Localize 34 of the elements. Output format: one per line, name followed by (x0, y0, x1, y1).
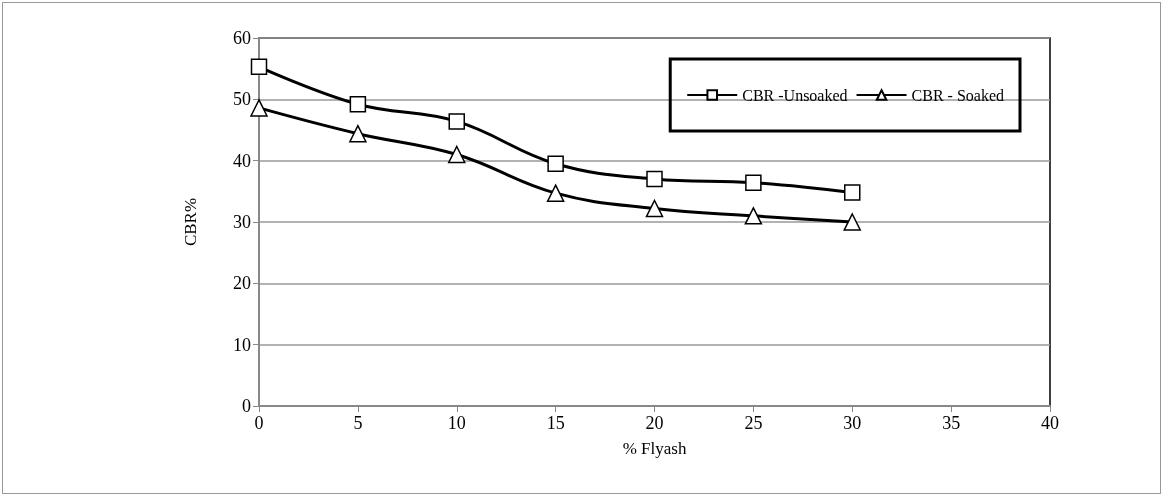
y-tick-label: 30 (233, 212, 251, 232)
legend-label: CBR - Soaked (911, 86, 1005, 104)
y-tick-label: 40 (233, 150, 251, 171)
point (546, 184, 565, 202)
x-tick-label: 30 (843, 413, 862, 433)
point (349, 124, 367, 143)
point (250, 58, 268, 76)
x-tick-label: 0 (254, 413, 264, 433)
y-tick-label: 10 (233, 334, 251, 355)
point (250, 99, 268, 117)
x-tick-label: 25 (744, 413, 763, 433)
point (745, 174, 762, 191)
point (646, 170, 663, 188)
y-axis-title: CBR% (181, 197, 200, 247)
x-tick-label: 35 (942, 413, 961, 433)
point (448, 113, 465, 130)
x-tick-label: 20 (645, 413, 664, 433)
point (744, 207, 763, 225)
y-tick-label: 20 (233, 273, 251, 294)
point (349, 95, 367, 113)
point (844, 184, 861, 201)
x-tick-label: 40 (1041, 413, 1059, 433)
y-tick-label: 60 (233, 28, 251, 48)
y-tick-label: 50 (233, 89, 251, 110)
point (843, 213, 861, 231)
x-tick-label: 5 (353, 413, 363, 433)
x-tick-label: 15 (546, 413, 565, 433)
y-tick-label: 0 (242, 396, 251, 416)
x-tick-label: 10 (447, 413, 466, 433)
point (547, 155, 564, 172)
legend-label: CBR -Unsoaked (742, 86, 848, 104)
point (645, 199, 664, 218)
x-axis-title: % Flyash (622, 439, 687, 458)
point (448, 145, 466, 164)
